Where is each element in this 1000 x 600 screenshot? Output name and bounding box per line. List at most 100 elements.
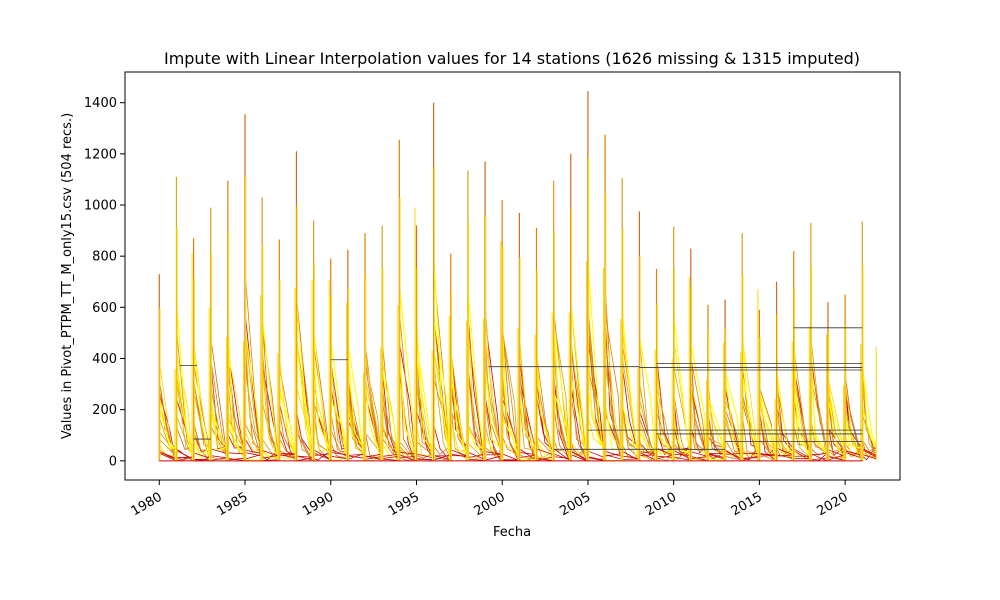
station-line <box>467 290 485 452</box>
station-line <box>501 363 519 456</box>
station-line <box>244 330 262 453</box>
station-line-low <box>587 457 604 462</box>
station-line-low <box>673 450 690 459</box>
station-line-low <box>793 448 810 459</box>
station-line <box>364 379 382 458</box>
station-line <box>175 369 193 459</box>
station-line <box>570 374 587 458</box>
station-line <box>364 351 382 450</box>
station-line <box>501 329 519 457</box>
station-line-low <box>262 455 278 459</box>
station-line <box>553 326 570 446</box>
station-line-low <box>313 452 330 460</box>
year-series-2001 <box>518 212 536 462</box>
station-line <box>381 419 398 451</box>
station-line <box>227 352 244 458</box>
station-line <box>398 346 416 457</box>
station-line <box>484 361 502 450</box>
station-line <box>673 435 690 453</box>
year-series-2008 <box>638 211 656 461</box>
station-line-low <box>776 454 793 459</box>
station-line-low <box>467 451 484 460</box>
year-series-1992 <box>364 233 382 462</box>
year-series-2011 <box>690 248 708 461</box>
y-tick-label: 600 <box>92 301 117 316</box>
station-line <box>844 403 861 448</box>
year-series-2005 <box>587 91 605 462</box>
station-line <box>347 399 364 447</box>
station-line <box>656 363 673 454</box>
year-series-2003 <box>553 180 570 461</box>
station-line <box>758 391 776 452</box>
station-line <box>433 316 450 452</box>
station-line <box>707 458 724 461</box>
station-line <box>759 438 776 461</box>
station-line <box>518 377 536 447</box>
station-line <box>158 407 175 448</box>
station-line-low <box>347 453 364 460</box>
station-line <box>741 401 759 458</box>
station-line <box>673 313 690 449</box>
station-line <box>261 449 279 459</box>
station-line <box>330 442 347 459</box>
station-line-low <box>313 449 330 459</box>
station-line-low <box>845 451 861 459</box>
station-line-low <box>416 453 433 459</box>
station-line <box>690 454 707 461</box>
year-series-2016 <box>775 281 793 461</box>
station-line-low <box>502 453 519 461</box>
station-line <box>604 335 622 451</box>
station-line <box>347 386 364 454</box>
station-line <box>227 434 244 449</box>
station-line <box>296 422 313 455</box>
station-line-low <box>810 457 827 461</box>
station-line-low <box>450 449 467 457</box>
station-line-low <box>382 453 398 457</box>
station-line <box>193 390 210 458</box>
station-line <box>210 456 227 460</box>
station-line-low <box>707 453 724 458</box>
station-line-low <box>399 451 416 455</box>
station-line <box>690 424 707 451</box>
station-line-low <box>845 450 861 456</box>
station-line <box>295 343 313 461</box>
y-tick-label: 200 <box>92 403 117 418</box>
year-series-1997 <box>450 253 467 461</box>
station-line <box>810 427 827 457</box>
station-line <box>776 370 793 454</box>
station-line-low <box>296 455 313 458</box>
station-line <box>210 365 227 457</box>
station-line-low <box>759 453 776 456</box>
station-line <box>467 314 484 455</box>
series-layer <box>158 91 877 462</box>
station-line <box>467 426 484 449</box>
station-line <box>690 403 707 456</box>
year-series-1993 <box>381 225 399 461</box>
station-line <box>433 348 450 452</box>
station-line <box>741 447 758 456</box>
station-line <box>484 305 502 448</box>
station-line <box>501 417 519 447</box>
year-series-1984 <box>227 180 245 461</box>
station-line-low <box>827 454 844 461</box>
station-line <box>381 370 399 454</box>
station-line-low <box>519 448 536 460</box>
station-line <box>587 415 604 448</box>
year-series-1995 <box>415 225 433 461</box>
station-line <box>296 413 313 460</box>
y-tick-label: 1200 <box>84 147 117 162</box>
station-line-low <box>810 453 827 456</box>
station-line-low <box>587 456 604 461</box>
station-line <box>313 419 330 453</box>
station-line <box>758 395 776 455</box>
station-line <box>330 399 347 454</box>
station-line-low <box>244 454 261 460</box>
y-tick-label: 1000 <box>84 199 117 214</box>
station-line <box>416 364 433 451</box>
station-line <box>210 358 227 457</box>
station-line <box>210 394 227 451</box>
year-series-1998 <box>467 170 485 461</box>
year-series-1980 <box>158 274 176 461</box>
station-line <box>347 370 364 450</box>
